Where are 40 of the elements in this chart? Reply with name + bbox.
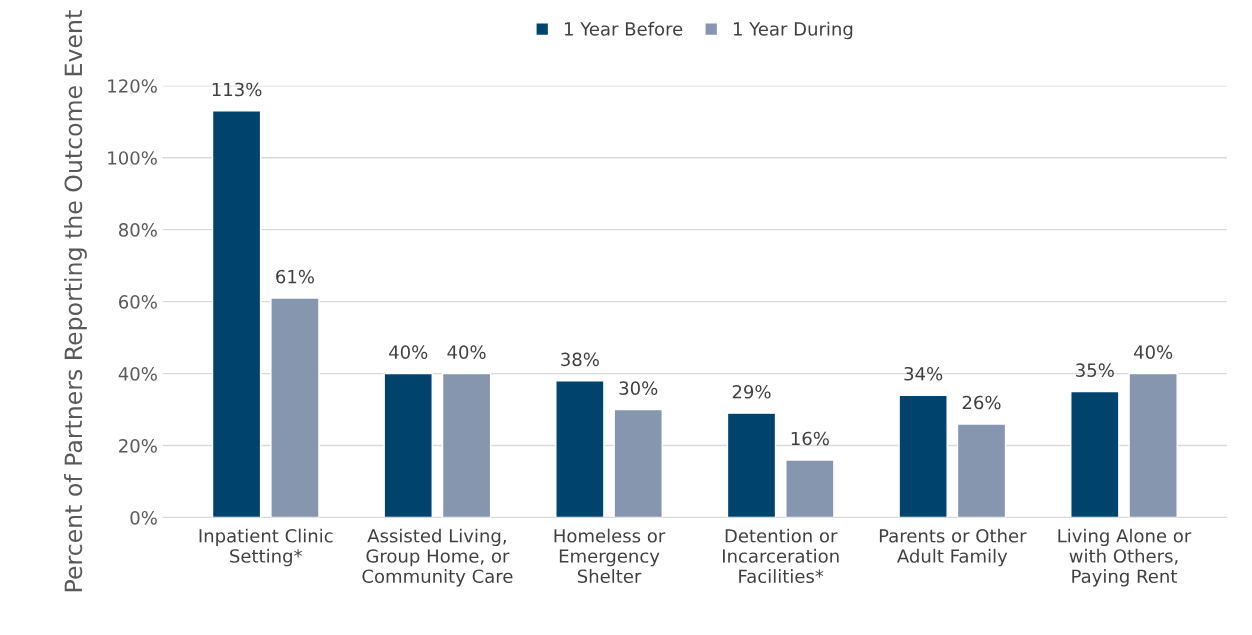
data-label: 113% xyxy=(212,82,262,97)
data-label: 35% xyxy=(1076,363,1114,377)
y-tick-label: 120% xyxy=(108,79,157,93)
x-tick-label: Detention or Incarceration Facilities* xyxy=(723,528,839,584)
bar xyxy=(613,408,663,518)
y-tick-label: 80% xyxy=(118,223,157,237)
data-label: 38% xyxy=(561,352,599,367)
data-label: 16% xyxy=(791,431,829,446)
bar xyxy=(785,459,835,518)
data-label: 40% xyxy=(447,345,486,359)
bar xyxy=(383,372,433,518)
x-tick-label: Homeless or Emergency Shelter xyxy=(554,528,666,584)
data-label: 61% xyxy=(276,269,314,284)
bar xyxy=(211,110,262,518)
bar xyxy=(898,394,948,518)
bar xyxy=(441,372,492,518)
bar xyxy=(1070,390,1120,518)
bar xyxy=(1128,372,1178,518)
y-axis-title: Percent of Partners Reporting the Outcome Event xyxy=(63,10,87,592)
legend-label: 1 Year Before xyxy=(564,21,683,36)
y-tick-label: 20% xyxy=(119,439,157,453)
x-tick-label: Parents or Other Adult Family xyxy=(879,528,1027,567)
data-label: 30% xyxy=(619,381,658,395)
data-label: 40% xyxy=(389,345,428,359)
bar xyxy=(956,423,1007,518)
y-tick-label: 100% xyxy=(108,151,157,165)
data-label: 26% xyxy=(962,395,1001,410)
y-tick-label: 0% xyxy=(130,510,157,525)
bar xyxy=(555,380,605,518)
x-tick-label: Inpatient Clinic Setting* xyxy=(199,528,333,567)
legend-label: 1 Year During xyxy=(733,21,853,40)
data-label: 40% xyxy=(1133,345,1173,359)
data-label: 34% xyxy=(904,366,943,381)
y-tick-label: 40% xyxy=(118,367,157,381)
bar xyxy=(726,412,777,518)
y-tick-label: 60% xyxy=(119,295,157,309)
x-tick-label: Living Alone or with Others, Paying Rent xyxy=(1058,528,1192,587)
x-tick-label: Assisted Living, Group Home, or Community Care xyxy=(362,528,513,587)
bar xyxy=(270,297,320,518)
data-label: 29% xyxy=(732,384,771,399)
